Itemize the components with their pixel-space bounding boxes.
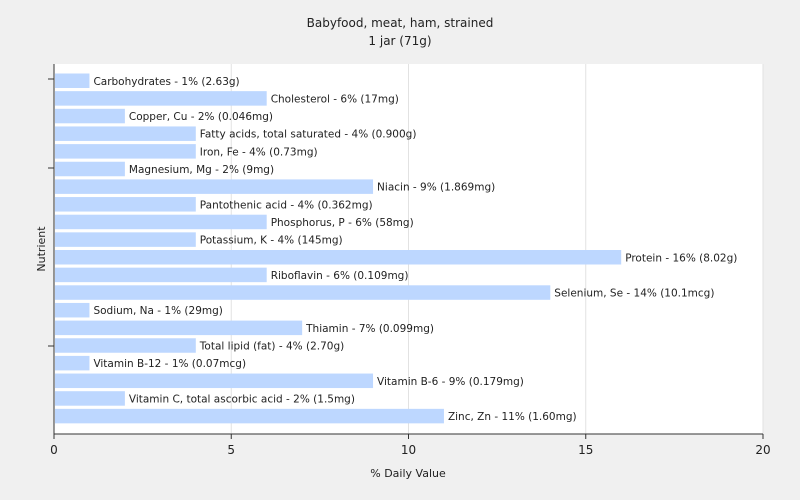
chart-title: Babyfood, meat, ham, strained [307,16,494,30]
bar-label: Phosphorus, P - 6% (58mg) [271,217,414,229]
gridlines [230,64,764,434]
bar-label: Zinc, Zn - 11% (1.60mg) [448,411,577,423]
y-axis-label: Nutrient [35,226,48,272]
bar [55,144,196,159]
bar [55,232,196,247]
bar-label: Potassium, K - 4% (145mg) [200,235,343,247]
bar-label: Niacin - 9% (1.869mg) [377,182,495,194]
bar [55,338,196,353]
x-tick-label: 10 [401,443,416,457]
x-ticks: 0 5 10 15 20 [50,434,771,457]
bar [55,320,303,336]
bar-label: Sodium, Na - 1% (29mg) [93,305,222,317]
bar [55,355,90,371]
bar-label: Fatty acids, total saturated - 4% (0.900… [200,129,417,141]
bar-label: Thiamin - 7% (0.099mg) [305,323,434,335]
bar-label: Carbohydrates - 1% (2.63g) [93,76,239,88]
x-tick-label: 20 [755,443,770,457]
bar-label: Protein - 16% (8.02g) [625,252,737,264]
bar [55,108,125,124]
bar [55,214,267,230]
bar [55,285,551,300]
bar-label: Vitamin B-6 - 9% (0.179mg) [377,376,524,388]
bar-label: Total lipid (fat) - 4% (2.70g) [199,341,344,353]
x-tick-label: 0 [50,443,58,457]
bar-label: Copper, Cu - 2% (0.046mg) [129,111,273,123]
bar-label: Iron, Fe - 4% (0.73mg) [200,146,318,158]
bars [55,73,622,424]
x-axis-label: % Daily Value [370,467,446,480]
bar [55,408,444,424]
bar [55,267,267,283]
bar-labels: Carbohydrates - 1% (2.63g) Cholesterol - … [93,76,737,423]
bar [55,161,125,177]
chart-subtitle: 1 jar (71g) [368,34,431,48]
bar-label: Cholesterol - 6% (17mg) [271,93,399,105]
bar [55,197,196,212]
bar [55,73,90,88]
bar [55,373,374,389]
bar-label: Vitamin B-12 - 1% (0.07mcg) [93,358,246,370]
bar-label: Pantothenic acid - 4% (0.362mg) [200,199,373,211]
bar-label: Magnesium, Mg - 2% (9mg) [129,164,274,176]
bar-label: Vitamin C, total ascorbic acid - 2% (1.5… [129,393,355,405]
bar [55,179,374,194]
bar [55,302,90,318]
bar-label: Selenium, Se - 14% (10.1mcg) [554,288,714,300]
bar [55,126,196,141]
bar [55,391,125,406]
bar [55,91,267,106]
x-tick-label: 15 [578,443,593,457]
x-tick-label: 5 [227,443,235,457]
bar-label: Riboflavin - 6% (0.109mg) [271,270,409,282]
bar [55,250,622,265]
